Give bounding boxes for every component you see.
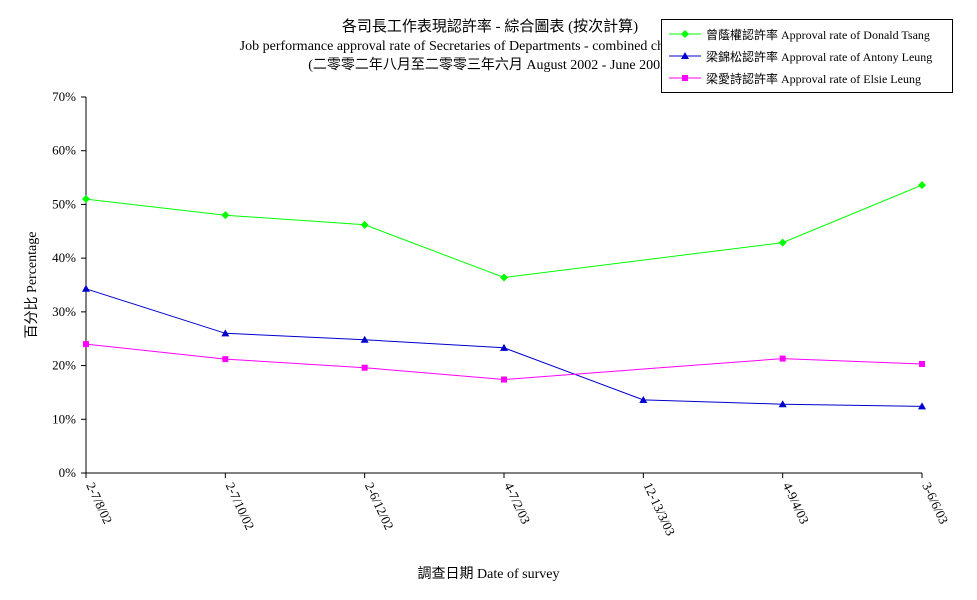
legend-label: 梁愛詩認許率 Approval rate of Elsie Leung: [706, 71, 921, 86]
y-tick-label: 30%: [52, 304, 76, 319]
series-line-0: [85, 184, 923, 279]
legend-item-antony-leung: 梁錦松認許率 Approval rate of Antony Leung: [668, 47, 932, 65]
data-point-triangle: [360, 335, 369, 343]
chart-legend: 曾蔭權認許率 Approval rate of Donald Tsang 梁錦松…: [661, 19, 953, 93]
x-axis-title: 調查日期 Date of survey: [417, 567, 560, 582]
data-point-diamond: [500, 273, 508, 282]
data-point-square: [361, 364, 368, 371]
legend-marker-triangle-icon: [669, 52, 701, 59]
data-point-diamond: [778, 238, 787, 247]
data-point-diamond: [360, 220, 369, 229]
data-point-square: [919, 360, 925, 367]
legend-item-elsie-leung: 梁愛詩認許率 Approval rate of Elsie Leung: [668, 69, 921, 87]
data-point-square: [501, 376, 507, 383]
data-point-triangle: [82, 284, 90, 292]
chart-title: 各司長工作表現認許率 - 綜合圖表 (按次計算): [341, 19, 639, 35]
legend-marker-diamond-icon: [669, 30, 701, 38]
y-tick-label: 50%: [52, 196, 76, 211]
y-tick-label: 60%: [52, 143, 76, 158]
chart-subtitle-period: (二零零二年八月至二零零三年六月 August 2002 - June 2003…: [308, 58, 672, 73]
data-point-triangle: [639, 395, 648, 403]
data-point-triangle: [500, 343, 508, 351]
data-point-diamond: [82, 195, 90, 204]
x-tick-label: 4-7/2/03: [501, 480, 533, 526]
y-tick-label: 40%: [52, 250, 76, 265]
data-point-diamond: [918, 181, 926, 190]
x-tick-label: 2-7/8/02: [83, 480, 115, 526]
legend-item-donald-tsang: 曾蔭權認許率 Approval rate of Donald Tsang: [668, 25, 930, 43]
chart-subtitle: Job performance approval rate of Secreta…: [239, 39, 741, 54]
series-line-2: [85, 343, 923, 381]
data-point-diamond: [221, 211, 230, 220]
x-tick-label: 3-6/6/03: [919, 480, 951, 526]
data-point-square: [779, 355, 786, 362]
data-point-square: [222, 356, 229, 363]
chart-title-block: 各司長工作表現認許率 - 綜合圖表 (按次計算) Job performance…: [90, 18, 890, 75]
x-tick-label: 2-7/10/02: [223, 480, 258, 532]
y-tick-label: 0%: [59, 465, 77, 480]
legend-marker-square-icon: [669, 75, 701, 81]
x-tick-label: 2-6/12/02: [362, 480, 397, 532]
x-tick-label: 4-9/4/03: [780, 480, 812, 526]
y-tick-label: 10%: [52, 411, 76, 426]
y-tick-label: 70%: [52, 89, 76, 104]
y-tick-label: 20%: [52, 358, 76, 373]
data-point-triangle: [918, 402, 926, 410]
data-point-square: [83, 341, 89, 348]
y-axis-title: 百分比 Percentage: [25, 231, 40, 339]
legend-label: 曾蔭權認許率 Approval rate of Donald Tsang: [706, 27, 930, 42]
data-point-triangle: [778, 400, 787, 408]
x-tick-label: 12-13/3/03: [641, 480, 679, 538]
legend-label: 梁錦松認許率 Approval rate of Antony Leung: [706, 49, 933, 64]
data-point-triangle: [221, 329, 230, 337]
